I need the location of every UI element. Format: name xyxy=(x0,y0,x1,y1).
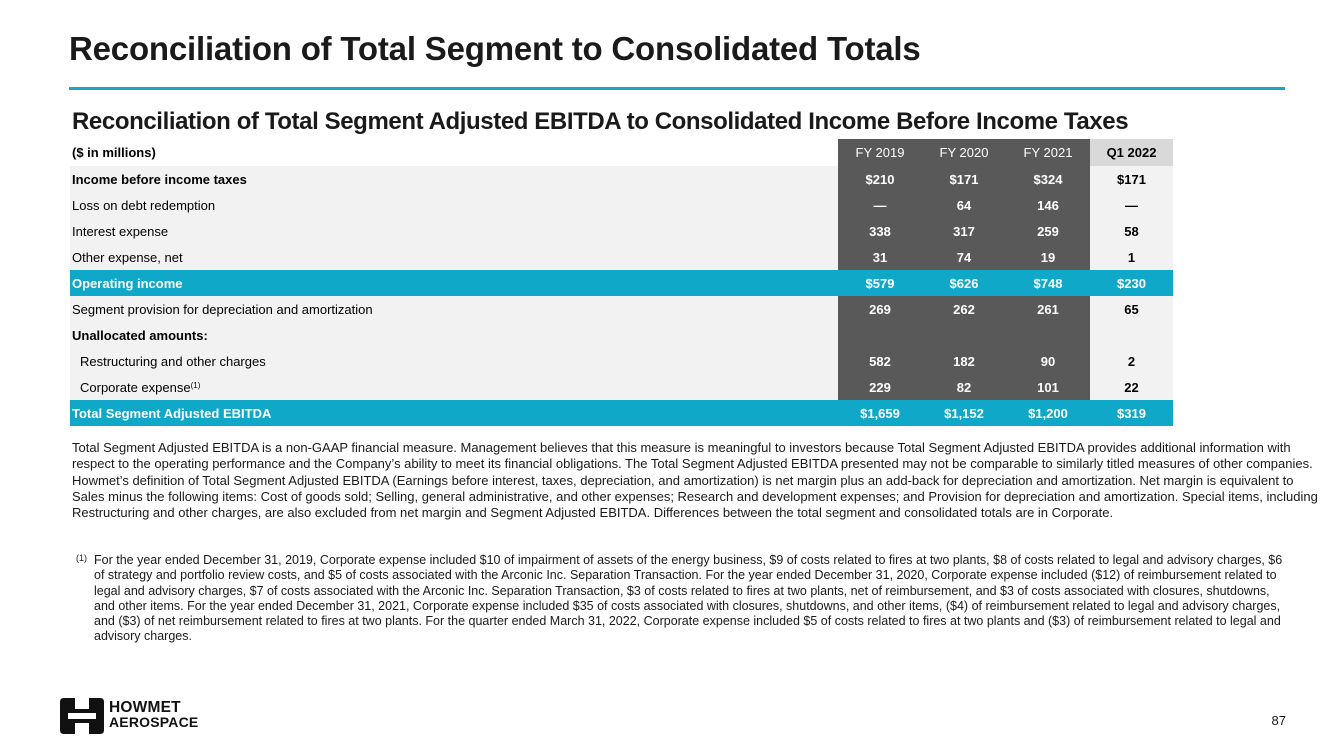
column-header-fy2021: FY 2021 xyxy=(1006,139,1090,166)
cell: 262 xyxy=(922,296,1006,322)
table-row: Loss on debt redemption — 64 146 — xyxy=(70,192,1173,218)
cell: 90 xyxy=(1006,348,1090,374)
title-divider xyxy=(69,87,1285,90)
cell: 269 xyxy=(838,296,922,322)
table-title: Reconciliation of Total Segment Adjusted… xyxy=(72,108,1129,135)
cell: 65 xyxy=(1090,296,1173,322)
logo-text-line2: AEROSPACE xyxy=(109,714,199,730)
column-header-q1-2022: Q1 2022 xyxy=(1090,139,1173,166)
reconciliation-table: ($ in millions) FY 2019 FY 2020 FY 2021 … xyxy=(70,139,1173,426)
cell xyxy=(838,322,922,348)
table-row: Income before income taxes $210 $171 $32… xyxy=(70,166,1173,192)
footnote-ref: (1) xyxy=(190,380,201,390)
cell xyxy=(922,322,1006,348)
non-gaap-note: Total Segment Adjusted EBITDA is a non-G… xyxy=(72,440,1318,521)
cell: $230 xyxy=(1090,270,1173,296)
row-label-other-expense: Other expense, net xyxy=(70,244,838,270)
table-row: Other expense, net 31 74 19 1 xyxy=(70,244,1173,270)
row-label-unallocated-amounts: Unallocated amounts: xyxy=(70,322,838,348)
cell: — xyxy=(1090,192,1173,218)
cell: — xyxy=(838,192,922,218)
column-header-fy2020: FY 2020 xyxy=(922,139,1006,166)
footnote-marker: (1) xyxy=(76,553,87,563)
cell: $319 xyxy=(1090,400,1173,426)
cell: $626 xyxy=(922,270,1006,296)
table-row-highlight: Total Segment Adjusted EBITDA $1,659 $1,… xyxy=(70,400,1173,426)
cell: 146 xyxy=(1006,192,1090,218)
cell: $1,659 xyxy=(838,400,922,426)
cell: 582 xyxy=(838,348,922,374)
table-row: Interest expense 338 317 259 58 xyxy=(70,218,1173,244)
cell: 317 xyxy=(922,218,1006,244)
table-row: Restructuring and other charges 582 182 … xyxy=(70,348,1173,374)
cell: 19 xyxy=(1006,244,1090,270)
table-row: Unallocated amounts: xyxy=(70,322,1173,348)
cell: 261 xyxy=(1006,296,1090,322)
cell: 74 xyxy=(922,244,1006,270)
table-row: Corporate expense(1) 229 82 101 22 xyxy=(70,374,1173,400)
cell: 229 xyxy=(838,374,922,400)
cell: $324 xyxy=(1006,166,1090,192)
cell: 31 xyxy=(838,244,922,270)
cell: $210 xyxy=(838,166,922,192)
row-label-corporate-expense: Corporate expense(1) xyxy=(70,374,838,400)
footnote: (1) For the year ended December 31, 2019… xyxy=(72,553,1287,645)
row-label-interest-expense: Interest expense xyxy=(70,218,838,244)
cell: $171 xyxy=(1090,166,1173,192)
page-number: 87 xyxy=(1271,713,1286,728)
cell: 338 xyxy=(838,218,922,244)
row-label-restructuring: Restructuring and other charges xyxy=(70,348,838,374)
page-title: Reconciliation of Total Segment to Conso… xyxy=(69,30,921,67)
footnote-text: For the year ended December 31, 2019, Co… xyxy=(94,553,1283,644)
table-row: Segment provision for depreciation and a… xyxy=(70,296,1173,322)
cell: $748 xyxy=(1006,270,1090,296)
cell xyxy=(1090,322,1173,348)
row-label-income-before-taxes: Income before income taxes xyxy=(70,166,838,192)
corporate-expense-label: Corporate expense xyxy=(80,379,191,395)
howmet-logo-icon xyxy=(60,698,104,734)
cell: $1,152 xyxy=(922,400,1006,426)
cell: 259 xyxy=(1006,218,1090,244)
cell: $171 xyxy=(922,166,1006,192)
cell: 82 xyxy=(922,374,1006,400)
row-label-segment-depreciation: Segment provision for depreciation and a… xyxy=(70,296,838,322)
row-label-total-segment-ebitda: Total Segment Adjusted EBITDA xyxy=(70,400,838,426)
logo-text-line1: HOWMET xyxy=(109,699,181,716)
cell: 2 xyxy=(1090,348,1173,374)
cell: 182 xyxy=(922,348,1006,374)
cell: 64 xyxy=(922,192,1006,218)
cell: 101 xyxy=(1006,374,1090,400)
unit-label: ($ in millions) xyxy=(70,139,838,166)
row-label-loss-on-debt-redemption: Loss on debt redemption xyxy=(70,192,838,218)
table-header-row: ($ in millions) FY 2019 FY 2020 FY 2021 … xyxy=(70,139,1173,166)
cell: 1 xyxy=(1090,244,1173,270)
howmet-logo: HOWMET AEROSPACE xyxy=(60,698,220,738)
cell: $1,200 xyxy=(1006,400,1090,426)
cell: 58 xyxy=(1090,218,1173,244)
cell: 22 xyxy=(1090,374,1173,400)
table-row-highlight: Operating income $579 $626 $748 $230 xyxy=(70,270,1173,296)
row-label-operating-income: Operating income xyxy=(70,270,838,296)
logo-wordmark: HOWMET AEROSPACE xyxy=(109,699,199,730)
column-header-fy2019: FY 2019 xyxy=(838,139,922,166)
cell xyxy=(1006,322,1090,348)
cell: $579 xyxy=(838,270,922,296)
